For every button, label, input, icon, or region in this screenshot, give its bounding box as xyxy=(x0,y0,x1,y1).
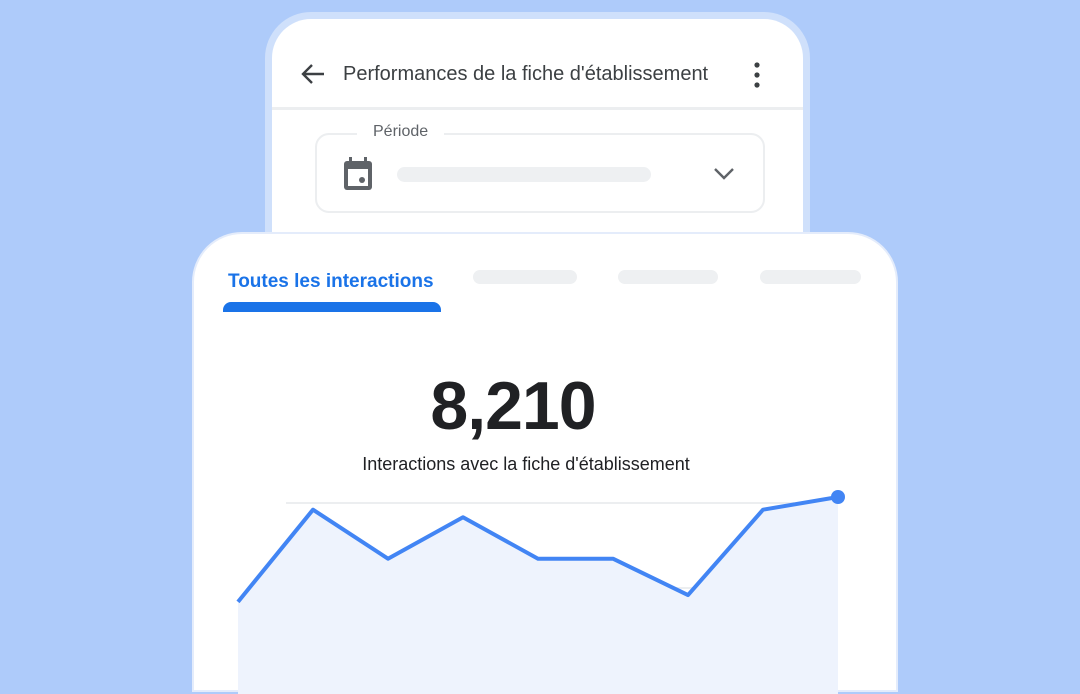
chart-line xyxy=(236,495,839,604)
chart-area xyxy=(238,497,838,694)
arrow-left-icon[interactable] xyxy=(300,63,326,85)
period-select[interactable]: Période xyxy=(315,123,765,213)
interactions-chart xyxy=(236,490,845,694)
data-point xyxy=(831,490,845,504)
period-label: Période xyxy=(357,123,445,141)
page-title: Performances de la fiche d'établissement xyxy=(343,63,709,85)
performance-screen-card: Performances de la fiche d'établissement… xyxy=(265,12,810,272)
more-vert-icon[interactable] xyxy=(752,61,762,89)
interactions-total: 8,210 xyxy=(430,368,596,444)
app-header: Performances de la fiche d'établissement xyxy=(272,19,803,110)
interactions-card: Toutes les interactions 8,210 Interactio… xyxy=(192,232,898,694)
tab-placeholder[interactable] xyxy=(473,270,577,284)
interactions-label: Interactions avec la fiche d'établisseme… xyxy=(362,454,690,474)
tab-all-interactions[interactable]: Toutes les interactions xyxy=(228,271,434,292)
chevron-down-icon[interactable] xyxy=(713,167,735,181)
calendar-icon xyxy=(344,157,372,190)
tab-placeholder[interactable] xyxy=(618,270,718,284)
tab-placeholder[interactable] xyxy=(760,270,861,284)
active-tab-indicator xyxy=(223,302,441,312)
period-value-placeholder xyxy=(397,167,651,182)
